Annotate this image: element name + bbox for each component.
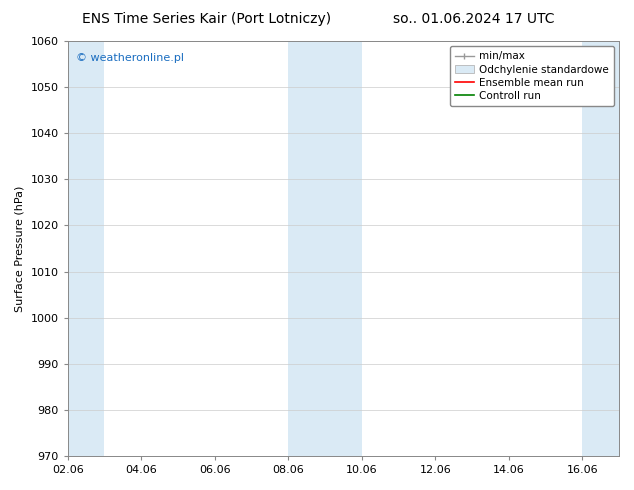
Bar bbox=[288, 41, 362, 456]
Text: © weatheronline.pl: © weatheronline.pl bbox=[76, 53, 184, 64]
Text: so.. 01.06.2024 17 UTC: so.. 01.06.2024 17 UTC bbox=[393, 12, 555, 26]
Legend: min/max, Odchylenie standardowe, Ensemble mean run, Controll run: min/max, Odchylenie standardowe, Ensembl… bbox=[450, 46, 614, 106]
Bar bbox=[582, 41, 619, 456]
Bar bbox=[68, 41, 105, 456]
Y-axis label: Surface Pressure (hPa): Surface Pressure (hPa) bbox=[15, 185, 25, 312]
Text: ENS Time Series Kair (Port Lotniczy): ENS Time Series Kair (Port Lotniczy) bbox=[82, 12, 332, 26]
